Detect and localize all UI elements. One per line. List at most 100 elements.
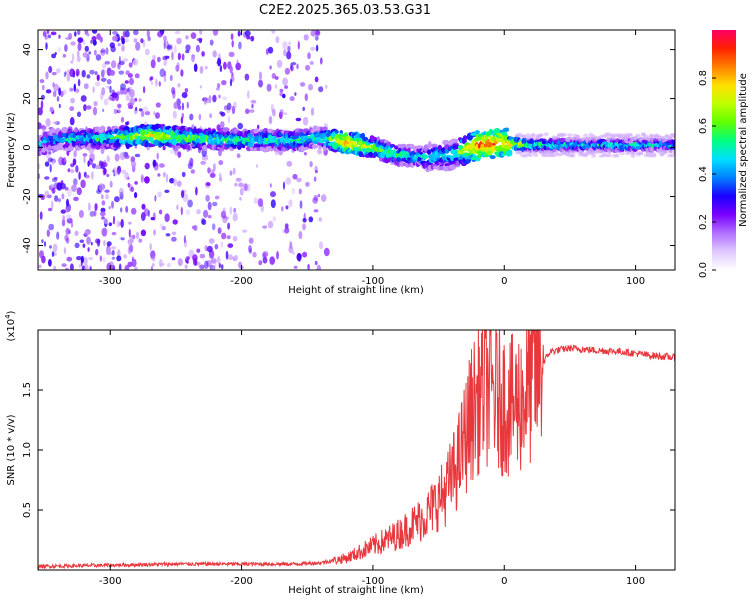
heatmap-cell xyxy=(120,218,124,228)
heatmap-cell xyxy=(112,215,116,223)
heatmap-cell xyxy=(186,209,191,216)
heatmap-cell xyxy=(87,247,90,252)
heatmap-cell xyxy=(163,76,167,82)
heatmap-cell xyxy=(343,132,349,138)
heatmap-cell xyxy=(229,170,233,176)
heatmap-cell xyxy=(157,56,161,63)
heatmap-cell xyxy=(205,194,210,202)
heatmap-cell xyxy=(255,164,259,168)
heatmap-cell xyxy=(78,264,82,268)
heatmap-cell xyxy=(133,30,139,36)
heatmap-cell xyxy=(125,70,130,75)
heatmap-cell xyxy=(211,223,216,231)
heatmap-cell xyxy=(187,144,191,151)
heatmap-cell xyxy=(127,182,130,188)
heatmap-cell xyxy=(78,210,84,218)
heatmap-cell xyxy=(131,256,134,264)
heatmap-cell xyxy=(149,76,154,81)
heatmap-cell xyxy=(69,106,75,112)
heatmap-cell xyxy=(38,107,43,116)
heatmap-cell xyxy=(83,156,86,164)
heatmap-cell xyxy=(96,239,101,247)
heatmap-cell xyxy=(129,97,135,106)
heatmap-cell xyxy=(269,256,276,265)
heatmap-cell xyxy=(79,239,85,243)
x-tick-label: -300 xyxy=(99,576,122,587)
heatmap-cell xyxy=(296,252,302,262)
heatmap-cell xyxy=(538,133,544,138)
heatmap-cell xyxy=(82,153,88,157)
heatmap-cell xyxy=(41,84,45,91)
heatmap-cell xyxy=(100,48,106,56)
heatmap-cell xyxy=(185,35,189,40)
heatmap-cell xyxy=(52,160,55,165)
heatmap-cell xyxy=(57,46,61,53)
heatmap-cell xyxy=(107,126,111,131)
heatmap-cell xyxy=(221,232,227,240)
heatmap-cell xyxy=(284,223,289,229)
heatmap-cell xyxy=(38,173,41,180)
heatmap-cell xyxy=(40,100,44,109)
heatmap-cell xyxy=(191,225,196,229)
heatmap-cell xyxy=(236,59,239,67)
heatmap-cell xyxy=(66,73,71,82)
heatmap-cell xyxy=(48,207,53,212)
heatmap-cell xyxy=(84,231,90,236)
heatmap-cell xyxy=(40,194,45,201)
heatmap-cell xyxy=(207,201,212,211)
heatmap-cell xyxy=(318,86,324,93)
heatmap-cell xyxy=(112,35,118,42)
heatmap-cell xyxy=(181,53,185,61)
heatmap-cell xyxy=(230,33,234,40)
heatmap-cell xyxy=(250,99,257,104)
heatmap-cell xyxy=(109,85,112,94)
heatmap-cell xyxy=(651,153,657,158)
heatmap-cell xyxy=(122,58,129,62)
heatmap-cell xyxy=(279,88,284,93)
heatmap-cell xyxy=(310,46,316,51)
heatmap-cell xyxy=(90,40,93,44)
heatmap-cell xyxy=(320,57,323,65)
heatmap-cell xyxy=(159,163,165,168)
heatmap-cell xyxy=(135,41,141,51)
heatmap-cell xyxy=(267,220,274,229)
heatmap-cell xyxy=(74,88,80,93)
colorbar-tick-label: 0.4 xyxy=(698,166,709,182)
heatmap-cell xyxy=(163,40,166,50)
heatmap-cell xyxy=(339,130,343,134)
heatmap-cell xyxy=(302,218,307,223)
heatmap-cell xyxy=(124,154,130,159)
heatmap-cell xyxy=(303,152,307,156)
heatmap-cell xyxy=(60,209,66,214)
heatmap-cell xyxy=(51,53,57,59)
heatmap-cell xyxy=(174,129,179,136)
heatmap-cell xyxy=(150,217,155,221)
heatmap-cell xyxy=(129,77,134,86)
heatmap-cell xyxy=(118,60,125,66)
heatmap-cell xyxy=(396,157,402,163)
heatmap-cell xyxy=(204,245,208,252)
heatmap-cell xyxy=(46,30,50,35)
heatmap-cell xyxy=(299,200,303,209)
heatmap-cell xyxy=(517,151,523,155)
heatmap-cell xyxy=(202,144,208,151)
heatmap-cell xyxy=(94,209,97,217)
heatmap-cell xyxy=(207,215,212,219)
heatmap-cell xyxy=(231,105,236,115)
heatmap-cell xyxy=(120,83,126,91)
heatmap-cell xyxy=(111,231,117,236)
heatmap-cell xyxy=(52,121,59,125)
heatmap-cell xyxy=(226,235,231,240)
heatmap-cell xyxy=(128,62,133,68)
heatmap-cell xyxy=(76,256,82,261)
heatmap-cell xyxy=(114,196,120,203)
heatmap-cell xyxy=(580,136,586,141)
heatmap-cell xyxy=(177,52,181,61)
heatmap-cell xyxy=(49,106,54,113)
heatmap-cell xyxy=(70,60,74,64)
heatmap-cell xyxy=(209,172,216,178)
heatmap-cell xyxy=(198,113,202,121)
heatmap-cell xyxy=(228,51,235,58)
heatmap-cell xyxy=(204,65,208,70)
heatmap-cell xyxy=(225,250,229,260)
